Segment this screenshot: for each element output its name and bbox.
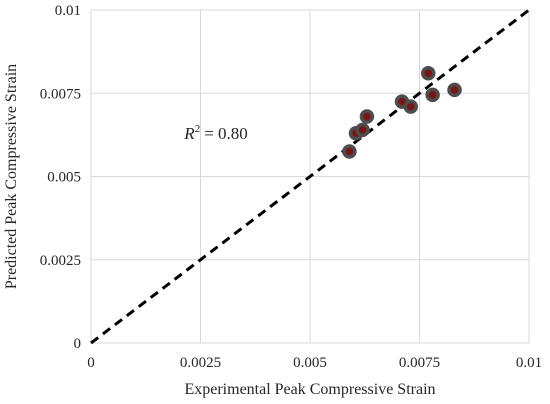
x-tick-label: 0.005 <box>293 355 327 371</box>
x-tick-label: 0 <box>87 355 95 371</box>
y-tick-label: 0.01 <box>55 3 81 19</box>
y-tick-label: 0.0025 <box>40 253 81 269</box>
y-axis-label: Predicted Peak Compressive Strain <box>3 64 20 289</box>
data-point <box>403 99 418 114</box>
y-tick-label: 0 <box>74 336 82 352</box>
y-tick-label: 0.005 <box>47 170 81 186</box>
x-axis-ticks: 0 0.0025 0.005 0.0075 0.01 <box>87 355 542 371</box>
reference-line-y-equals-x <box>90 8 530 345</box>
r-symbol: R <box>183 124 195 143</box>
data-point <box>342 144 357 159</box>
y-axis-ticks: 0 0.0025 0.005 0.0075 0.01 <box>40 3 81 352</box>
y-tick-label: 0.0075 <box>40 86 81 102</box>
data-points <box>342 66 462 159</box>
data-point <box>421 66 436 81</box>
data-point <box>355 122 370 138</box>
x-axis-label: Experimental Peak Compressive Strain <box>184 381 435 398</box>
r-squared-annotation: R2 = 0.80 <box>183 123 247 143</box>
x-tick-label: 0.0025 <box>180 355 221 371</box>
data-point <box>359 109 375 124</box>
r-superscript: 2 <box>195 123 201 135</box>
x-tick-label: 0.01 <box>516 355 542 371</box>
data-point <box>447 82 462 98</box>
plot-border <box>90 9 530 344</box>
data-point <box>425 87 440 103</box>
plot-area-border <box>90 9 530 344</box>
x-tick-label: 0.0075 <box>399 355 440 371</box>
r2-value: = 0.80 <box>204 124 248 143</box>
